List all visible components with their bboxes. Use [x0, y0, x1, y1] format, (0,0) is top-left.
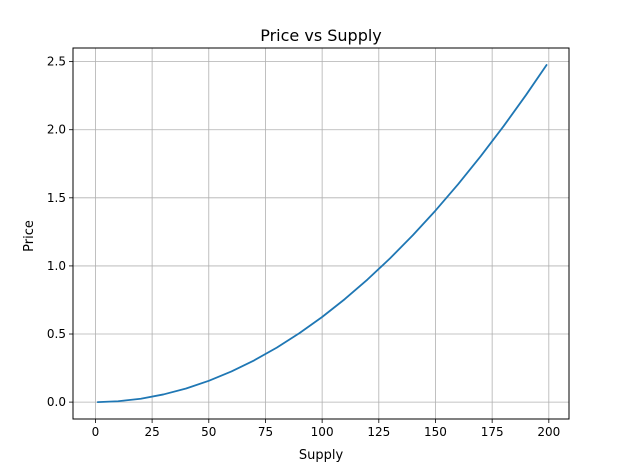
y-tick-label: 1.5: [47, 191, 66, 205]
x-tick-label: 125: [367, 425, 390, 439]
x-tick-label: 100: [311, 425, 334, 439]
plot-area: [73, 48, 569, 419]
chart-title: Price vs Supply: [260, 26, 382, 45]
series-line: [96, 64, 548, 404]
y-axis-title: Price: [22, 220, 37, 252]
x-tick-label: 25: [144, 425, 159, 439]
x-tick-label: 0: [92, 425, 100, 439]
x-tick-label: 50: [201, 425, 216, 439]
series-layer: [96, 64, 548, 404]
plot-frame: [72, 47, 570, 420]
x-axis-title: Supply: [299, 448, 344, 463]
y-tick-label: 2.0: [47, 123, 66, 137]
x-tick-label: 75: [258, 425, 273, 439]
y-tick-label: 2.5: [47, 55, 66, 69]
y-tick-label: 0.5: [47, 327, 66, 341]
x-tick-label: 175: [481, 425, 504, 439]
y-tick-label: 0.0: [47, 395, 66, 409]
grid: [73, 48, 569, 419]
x-tick-label: 200: [537, 425, 560, 439]
x-tick-label: 150: [424, 425, 447, 439]
y-tick-label: 1.0: [47, 259, 66, 273]
ticks: 0 25 50 75 100 125 150 175 200 0.0 0.5 1.0 1.5 2.0 2.5: [47, 55, 560, 439]
